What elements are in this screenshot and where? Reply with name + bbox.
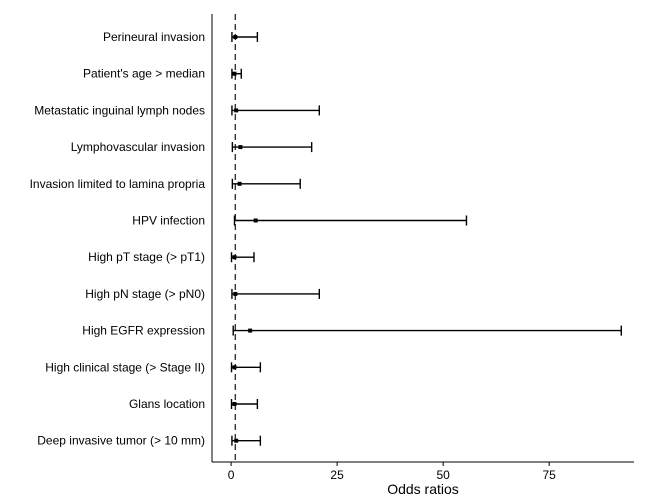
category-label: Lymphovascular invasion — [71, 140, 205, 154]
x-tick-label: 50 — [436, 468, 450, 482]
point-estimate — [248, 328, 253, 333]
x-tick-label: 25 — [330, 468, 344, 482]
x-tick-label: 0 — [228, 468, 235, 482]
point-estimate — [234, 108, 239, 113]
point-estimate — [233, 35, 238, 39]
point-estimate — [232, 255, 237, 260]
category-label: Deep invasive tumor (> 10 mm) — [37, 434, 205, 448]
category-label: Glans location — [129, 397, 205, 411]
point-estimate — [232, 365, 237, 370]
category-label: Invasion limited to lamina propria — [30, 177, 206, 191]
point-estimate — [233, 291, 238, 296]
axes — [211, 14, 634, 463]
ci-row — [231, 105, 321, 116]
ci-row — [230, 252, 255, 263]
x-tick-label: 75 — [542, 468, 556, 482]
confidence-intervals — [230, 32, 622, 446]
ci-row — [231, 178, 301, 189]
ci-row — [233, 215, 468, 226]
point-estimate — [253, 218, 258, 223]
ci-row — [230, 362, 262, 373]
point-estimate — [237, 181, 242, 186]
category-label: HPV infection — [132, 214, 205, 228]
ci-row — [230, 399, 259, 409]
point-estimate — [232, 71, 237, 76]
category-label: High pN stage (> pN0) — [85, 287, 205, 301]
category-labels: Perineural invasion Patient's age > media… — [30, 30, 206, 448]
category-label: High pT stage (> pT1) — [88, 250, 205, 264]
category-label: High EGFR expression — [82, 324, 205, 338]
ci-row — [231, 32, 259, 42]
category-label: High clinical stage (> Stage II) — [45, 360, 205, 374]
ci-row — [231, 142, 313, 153]
category-label: Patient's age > median — [83, 67, 205, 81]
ci-row — [231, 68, 242, 79]
point-estimate — [234, 438, 239, 443]
ci-row — [231, 435, 262, 446]
ci-row — [232, 325, 622, 336]
point-estimate — [232, 402, 237, 406]
point-estimate — [238, 145, 243, 150]
category-label: Perineural invasion — [103, 30, 205, 44]
ci-row — [231, 288, 321, 299]
category-label: Metastatic inguinal lymph nodes — [34, 103, 205, 117]
x-axis-title: Odds ratios — [387, 481, 459, 497]
x-axis-ticks: 0 25 50 75 — [228, 462, 556, 482]
